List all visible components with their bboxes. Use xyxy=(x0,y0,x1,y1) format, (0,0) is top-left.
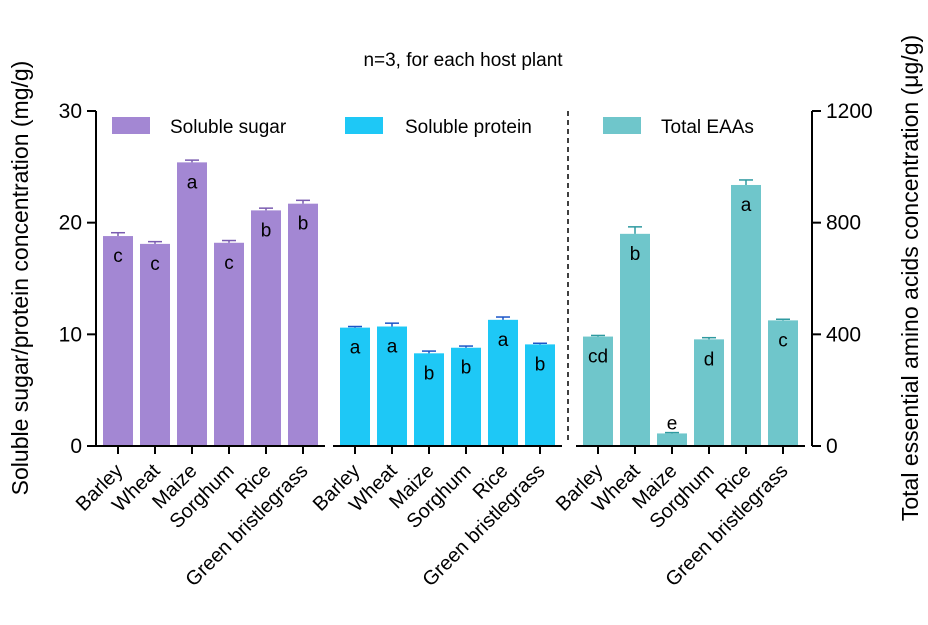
right-tick-label: 1200 xyxy=(826,100,873,123)
bar xyxy=(583,336,613,446)
significance-letter: cd xyxy=(588,347,608,368)
bar xyxy=(768,320,798,446)
bar xyxy=(657,433,687,446)
bar xyxy=(525,344,555,446)
significance-letter: b xyxy=(535,354,546,375)
legend-label: Soluble sugar xyxy=(170,117,287,138)
bar xyxy=(620,233,650,446)
legend-swatch xyxy=(603,117,641,134)
bar xyxy=(488,319,518,446)
right-axis-title: Total essential amino acids concentratio… xyxy=(897,35,923,521)
left-tick-label: 20 xyxy=(59,212,82,235)
significance-letter: b xyxy=(424,363,435,384)
left-tick-label: 0 xyxy=(70,435,82,458)
significance-letter: a xyxy=(741,195,752,216)
bar xyxy=(694,339,724,446)
significance-letter: b xyxy=(261,220,272,241)
significance-letter: c xyxy=(113,246,123,267)
left-axis-title: Soluble sugar/protein concentration (mg/… xyxy=(7,61,33,496)
significance-letter: b xyxy=(461,358,472,379)
bar xyxy=(340,327,370,446)
significance-letter: a xyxy=(187,172,198,193)
legend-label: Total EAAs xyxy=(661,117,754,138)
bar xyxy=(451,347,481,446)
chart-title: n=3, for each host plant xyxy=(363,50,563,71)
legend-swatch xyxy=(112,117,150,134)
bars: c c a c b b a a b b a b cd b e d a c xyxy=(103,159,798,446)
legend-label: Soluble protein xyxy=(405,117,532,138)
significance-letter: c xyxy=(150,254,160,275)
bar xyxy=(288,203,318,446)
legend-swatch xyxy=(345,117,383,134)
significance-letter: c xyxy=(778,330,788,351)
right-tick-label: 800 xyxy=(826,212,861,235)
right-tick-label: 400 xyxy=(826,323,861,346)
legend: Soluble sugar Soluble protein Total EAAs xyxy=(112,117,754,138)
significance-letter: a xyxy=(498,330,509,351)
bar xyxy=(103,236,133,446)
right-tick-label: 0 xyxy=(826,435,838,458)
significance-letter: d xyxy=(704,349,715,370)
significance-letter: b xyxy=(630,244,641,265)
x-axes xyxy=(96,445,805,454)
significance-letter: b xyxy=(298,214,309,235)
significance-letter: c xyxy=(224,253,234,274)
left-tick-label: 10 xyxy=(59,323,82,346)
left-tick-label: 30 xyxy=(59,100,82,123)
bar xyxy=(414,353,444,446)
axis-ticks: 0 10 20 30 0 400 800 1200 xyxy=(59,100,873,458)
bar xyxy=(731,184,761,446)
significance-letter: a xyxy=(350,338,361,359)
bar xyxy=(251,210,281,446)
significance-letter: e xyxy=(667,413,678,434)
bar xyxy=(214,242,244,446)
bar xyxy=(140,243,170,446)
significance-letter: a xyxy=(387,337,398,358)
bar xyxy=(177,162,207,446)
bar xyxy=(377,326,407,446)
